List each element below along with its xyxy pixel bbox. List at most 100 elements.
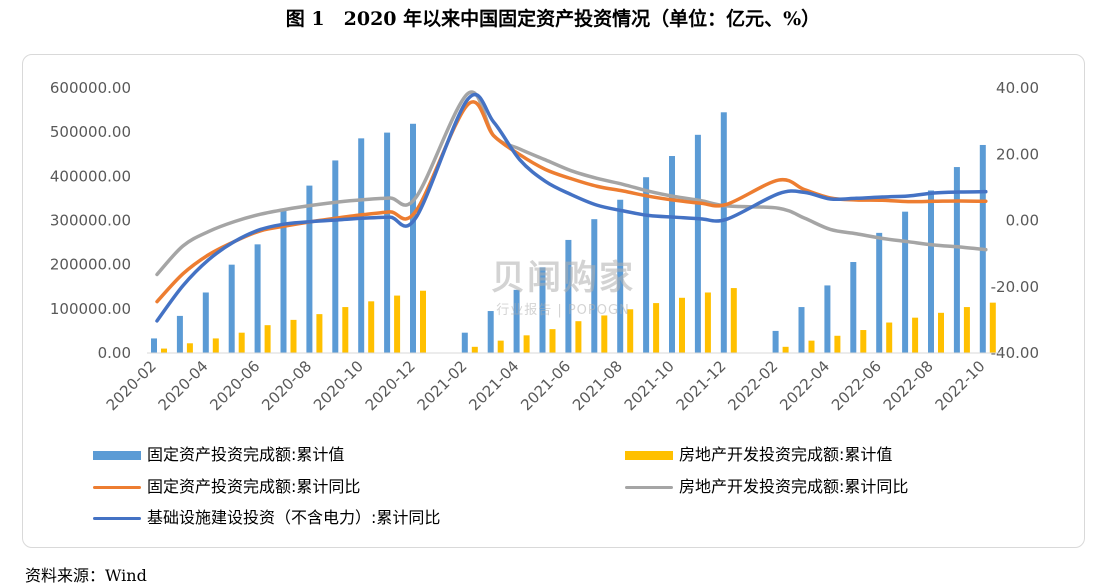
legend-swatch-fai-value [93,451,141,460]
bar-real-estate-investment [161,348,167,353]
x-axis-tick-label: 2022-10 [932,357,989,414]
bar-fixed-asset-investment [332,160,339,353]
bar-fixed-asset-investment [306,185,313,353]
legend-label: 房地产开发投资完成额:累计同比 [679,477,909,496]
bar-real-estate-investment [730,288,737,353]
left-axis-tick-label: 300000.00 [50,212,131,230]
bar-fixed-asset-investment [643,177,650,353]
bar-real-estate-investment [497,340,504,353]
bar-real-estate-investment [549,329,556,353]
x-axis-tick-label: 2020-08 [258,357,315,414]
bar-real-estate-investment [627,309,634,353]
chart-frame: 0.00 100000.00 200000.00 300000.00 400000.00… [22,54,1085,548]
right-axis-tick-label: -20.00 [991,278,1039,296]
bar-real-estate-investment [653,303,660,353]
bar-real-estate-investment [394,295,401,353]
bar-fixed-asset-investment [151,338,157,353]
left-axis-tick-label: 400000.00 [50,167,131,185]
bar-fixed-asset-investment [461,332,468,353]
chart-plot: 0.00 100000.00 200000.00 300000.00 400000.00… [50,79,1039,414]
bar-fixed-asset-investment [798,307,805,353]
left-axis-tick-label: 500000.00 [50,123,131,141]
bar-real-estate-investment [963,307,970,353]
left-axis-tick-label: 0.00 [98,344,131,362]
legend-item-re-yoy: 房地产开发投资完成额:累计同比 [625,477,908,497]
x-axis-tick-label: 2020-10 [310,357,367,414]
bar-real-estate-investment [886,322,893,353]
left-axis: 0.00 100000.00 200000.00 300000.00 400000.00… [50,79,131,362]
bar-real-estate-investment [912,317,919,353]
x-axis-tick-label: 2022-02 [724,357,781,414]
bar-fixed-asset-investment [384,132,391,353]
x-axis-tick-label: 2020-02 [103,357,160,414]
right-axis: -40.00 -20.00 0.00 20.00 40.00 [991,79,1039,362]
line-real-estate-yoy [155,90,988,277]
bar-real-estate-investment [834,335,841,353]
bar-fixed-asset-investment [902,211,909,353]
right-axis-tick-label: 0.00 [1006,212,1039,230]
bar-fixed-asset-investment [953,167,960,353]
x-axis-tick-label: 2022-08 [880,357,937,414]
legend-swatch-infra-yoy [93,517,141,520]
bar-fixed-asset-investment [228,264,235,353]
x-axis-tick-label: 2020-04 [155,357,212,414]
bar-real-estate-investment [860,330,867,353]
left-axis-tick-label: 200000.00 [50,256,131,274]
bar-real-estate-investment [938,312,944,353]
source-note: 资料来源：Wind [25,566,147,585]
bar-fixed-asset-investment [513,289,520,353]
bar-fixed-asset-investment [772,330,779,353]
legend-item-re-value: 房地产开发投资完成额:累计值 [625,445,892,465]
bar-real-estate-investment [989,302,996,353]
x-axis-tick-label: 2020-06 [206,357,263,414]
left-axis-tick-label: 100000.00 [50,300,131,318]
x-axis-tick-label: 2021-04 [465,357,522,414]
bar-real-estate-investment [523,335,530,353]
bar-fixed-asset-investment [254,244,261,353]
bar-fixed-asset-investment [617,199,624,353]
x-axis-tick-label: 2021-10 [621,357,678,414]
legend-label: 房地产开发投资完成额:累计值 [679,445,893,464]
bar-fixed-asset-investment [410,123,416,354]
bar-fixed-asset-investment [876,232,883,353]
bar-fixed-asset-investment [824,285,831,353]
x-axis: 2020-022020-042020-062020-082020-102020-… [103,352,1001,414]
bar-fixed-asset-investment [850,262,857,353]
bar-real-estate-investment [212,338,219,353]
bar-fixed-asset-investment [202,292,209,353]
bar-fixed-asset-investment [280,208,287,353]
right-axis-tick-label: 20.00 [996,145,1039,163]
bar-fixed-asset-investment [565,239,572,353]
bar-real-estate-investment [575,321,582,353]
legend-swatch-re-yoy [625,486,673,489]
legend-item-fai-yoy: 固定资产投资完成额:累计同比 [93,477,360,497]
legend-item-fai-value: 固定资产投资完成额:累计值 [93,445,344,465]
bar-series [151,112,996,354]
x-axis-tick-label: 2020-12 [362,357,419,414]
x-axis-tick-label: 2021-08 [569,357,626,414]
bar-real-estate-investment [782,346,789,353]
bar-fixed-asset-investment [928,190,934,353]
x-axis-tick-label: 2022-06 [828,357,885,414]
x-axis-tick-label: 2021-12 [673,357,730,414]
line-series [155,90,988,323]
bar-real-estate-investment [808,340,815,353]
legend-label: 固定资产投资完成额:累计同比 [147,477,361,496]
bar-real-estate-investment [471,346,478,353]
line-infrastructure-yoy [155,92,988,323]
x-axis-tick-label: 2021-02 [414,357,471,414]
bar-fixed-asset-investment [669,156,675,353]
left-axis-tick-label: 600000.00 [50,79,131,97]
legend-swatch-re-value [625,451,673,460]
x-axis-tick-label: 2021-06 [517,357,574,414]
x-axis-tick-label: 2022-04 [776,357,833,414]
bar-real-estate-investment [342,307,349,353]
right-axis-tick-label: -40.00 [991,344,1039,362]
bar-real-estate-investment [679,297,685,353]
bar-real-estate-investment [290,319,297,353]
bar-fixed-asset-investment [694,134,701,353]
bar-real-estate-investment [420,290,426,353]
bar-fixed-asset-investment [358,138,365,353]
bar-real-estate-investment [316,314,323,353]
legend-label: 基础设施建设投资（不含电力）:累计同比 [147,508,441,527]
